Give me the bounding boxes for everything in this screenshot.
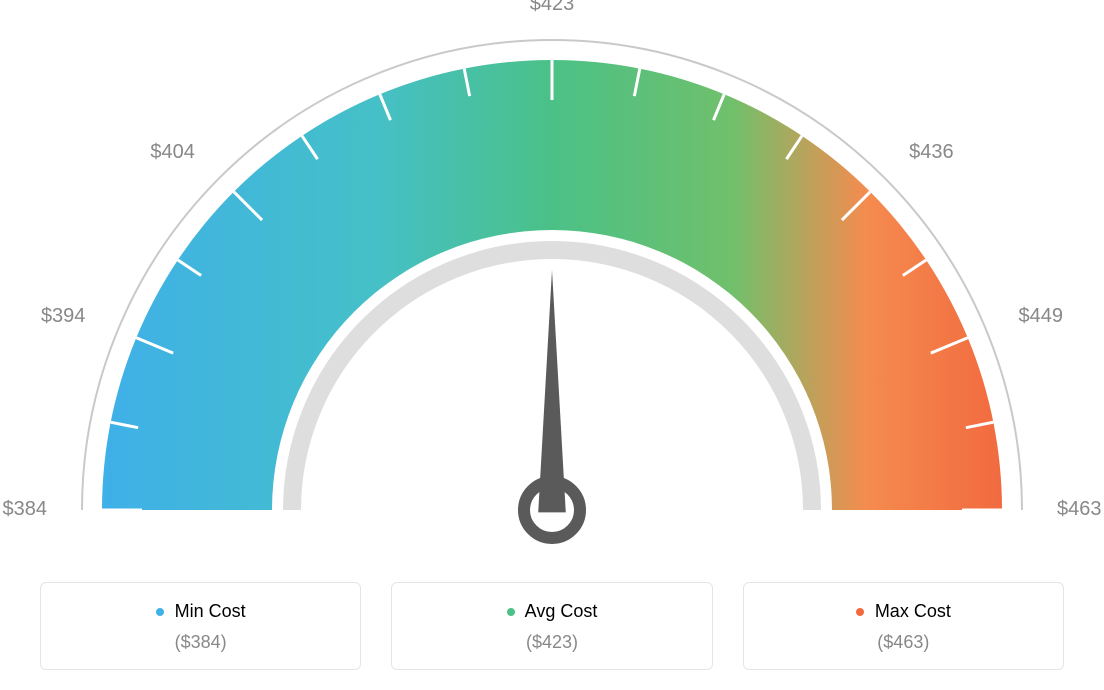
legend-max-label: Max Cost: [875, 601, 951, 621]
cost-gauge-chart: $384 $394 $404 $423 $436 $449 $463 Min Cost ($…: [0, 0, 1104, 690]
gauge-tick-label: $384: [0, 498, 47, 521]
legend-avg-title: Avg Cost: [402, 601, 701, 622]
legend-min-value: ($384): [51, 632, 350, 653]
gauge-area: [0, 0, 1104, 560]
dot-icon: [507, 608, 515, 616]
legend-avg-label: Avg Cost: [525, 601, 598, 621]
gauge-tick-label: $449: [1019, 305, 1064, 328]
gauge-tick-label: $394: [25, 305, 85, 328]
gauge-tick-label: $436: [909, 141, 954, 164]
dot-icon: [156, 608, 164, 616]
legend-min-label: Min Cost: [175, 601, 246, 621]
gauge-tick-label: $404: [135, 141, 195, 164]
gauge-tick-label: $463: [1057, 498, 1102, 521]
legend-max-cost: Max Cost ($463): [743, 582, 1064, 670]
legend-max-title: Max Cost: [754, 601, 1053, 622]
dot-icon: [856, 608, 864, 616]
legend-min-title: Min Cost: [51, 601, 350, 622]
gauge-svg: [0, 0, 1104, 560]
legend-row: Min Cost ($384) Avg Cost ($423) Max Cost…: [40, 582, 1064, 670]
gauge-tick-label: $423: [522, 0, 582, 16]
legend-max-value: ($463): [754, 632, 1053, 653]
legend-min-cost: Min Cost ($384): [40, 582, 361, 670]
legend-avg-value: ($423): [402, 632, 701, 653]
legend-avg-cost: Avg Cost ($423): [391, 582, 712, 670]
